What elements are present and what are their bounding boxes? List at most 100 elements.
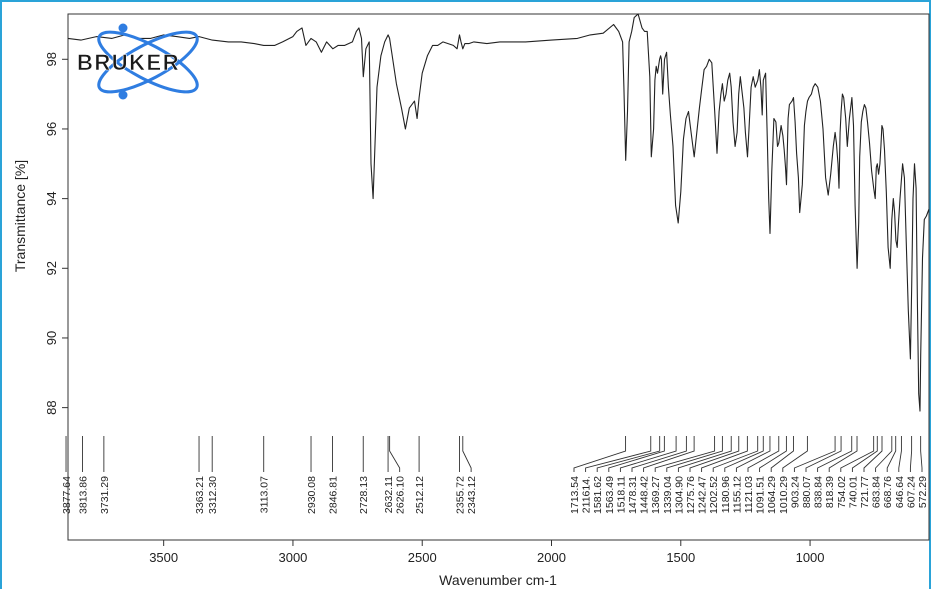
peak-marker	[875, 436, 893, 472]
y-axis-label: Transmittance [%]	[12, 160, 28, 272]
peak-marker	[712, 436, 759, 472]
peak-label: 1091.51	[755, 476, 767, 514]
peak-label: 838.84	[813, 476, 825, 508]
peak-marker	[770, 436, 794, 472]
peak-label: 1448.42	[639, 476, 651, 514]
peak-label: 3813.86	[78, 476, 90, 514]
peak-marker	[920, 436, 923, 472]
peak-marker	[596, 436, 661, 472]
peak-marker	[735, 436, 771, 472]
y-tick-label: 92	[44, 261, 59, 275]
x-tick-label: 2500	[408, 550, 437, 565]
spectrum-line	[67, 13, 930, 412]
peak-label: 1478.31	[627, 476, 639, 514]
peak-label: 607.24	[905, 476, 917, 508]
peak-marker	[631, 436, 687, 472]
peak-label: 903.24	[789, 476, 801, 508]
peak-marker	[886, 436, 897, 472]
peak-label: 3877.64	[61, 476, 73, 514]
peak-marker	[909, 436, 913, 472]
peak-label: 1275.76	[685, 476, 697, 514]
x-tick-label: 2000	[537, 550, 566, 565]
y-tick-label: 88	[44, 400, 59, 414]
x-tick-label: 3000	[278, 550, 307, 565]
peak-label: 1180.96	[720, 476, 732, 513]
peak-marker	[573, 436, 627, 472]
peak-marker	[828, 436, 858, 472]
peak-label: 3312.30	[207, 476, 219, 514]
peak-marker	[689, 436, 740, 472]
peak-label: 1518.11	[615, 476, 627, 513]
peak-label: 211614.	[581, 476, 593, 513]
peak-label: 754.02	[836, 476, 848, 508]
peak-label: 572.29	[917, 476, 929, 508]
peak-label: 2846.81	[328, 476, 340, 514]
peak-label: 1121.03	[743, 476, 755, 513]
peak-label: 2728.13	[358, 476, 370, 514]
bruker-logo: BRUKER	[77, 23, 199, 100]
y-tick-label: 98	[44, 52, 59, 66]
peak-label: 646.64	[894, 476, 906, 508]
logo-text: BRUKER	[77, 50, 180, 75]
peak-label: 3731.29	[99, 476, 111, 514]
y-tick-label: 96	[44, 122, 59, 136]
peak-label: 1010.29	[778, 476, 790, 514]
peak-marker	[724, 436, 764, 472]
peak-marker	[677, 436, 732, 472]
peak-label: 721.77	[859, 476, 871, 508]
y-tick-label: 94	[44, 191, 59, 205]
peak-marker	[747, 436, 780, 472]
peak-marker	[805, 436, 842, 472]
peak-label: 1242.47	[697, 476, 709, 514]
peak-label: 1369.27	[650, 476, 662, 514]
peak-label: 1713.54	[569, 476, 581, 514]
peak-label: 2930.08	[306, 476, 318, 514]
x-axis-label: Wavenumber cm-1	[439, 572, 557, 588]
peak-label: 668.76	[882, 476, 894, 508]
peak-marker	[389, 436, 401, 472]
peak-marker	[782, 436, 808, 472]
peak-marker	[608, 436, 665, 472]
peak-marker	[840, 436, 875, 472]
peak-marker	[643, 436, 695, 472]
y-tick-label: 90	[44, 331, 59, 345]
peak-marker	[462, 436, 472, 472]
peak-label: 3363.21	[194, 476, 206, 514]
peak-label: 2632.11	[383, 476, 395, 513]
peak-marker	[851, 436, 878, 472]
peak-label: 740.01	[847, 476, 859, 508]
peak-label: 683.84	[871, 476, 883, 508]
peak-marker	[759, 436, 787, 472]
x-tick-label: 3500	[149, 550, 178, 565]
peak-marker	[619, 436, 677, 472]
peak-label: 1339.04	[662, 476, 674, 514]
peak-label: 2512.12	[414, 476, 426, 514]
peak-marker	[817, 436, 853, 472]
peak-label: 1581.62	[592, 476, 604, 514]
peak-label: 1064.29	[766, 476, 778, 514]
peak-label: 818.39	[824, 476, 836, 508]
peak-marker	[863, 436, 883, 472]
peak-label: 880.07	[801, 476, 813, 508]
peak-label: 1304.90	[673, 476, 685, 514]
peak-label: 1155.12	[731, 476, 743, 513]
peak-label: 1563.49	[604, 476, 616, 514]
peak-label: 1202.52	[708, 476, 720, 514]
peak-label: 2355.72	[455, 476, 467, 514]
peak-marker	[793, 436, 836, 472]
peak-marker	[666, 436, 723, 472]
peak-label: 2626.10	[395, 476, 407, 514]
peak-marker	[654, 436, 716, 472]
peak-marker	[701, 436, 748, 472]
peak-marker	[585, 436, 652, 472]
plot-area	[67, 13, 930, 541]
axis-ticks: 3500 3000 2500 2000 1500 1000 88 90 92 94 96 98	[44, 52, 825, 565]
peak-marker	[898, 436, 902, 472]
peak-label: 2343.12	[466, 476, 478, 514]
peak-label: 3113.07	[259, 476, 271, 513]
peak-markers: 3877.64 3813.86 3731.29 3363.21 3312.30 3113.…	[61, 436, 929, 514]
x-tick-label: 1000	[796, 550, 825, 565]
